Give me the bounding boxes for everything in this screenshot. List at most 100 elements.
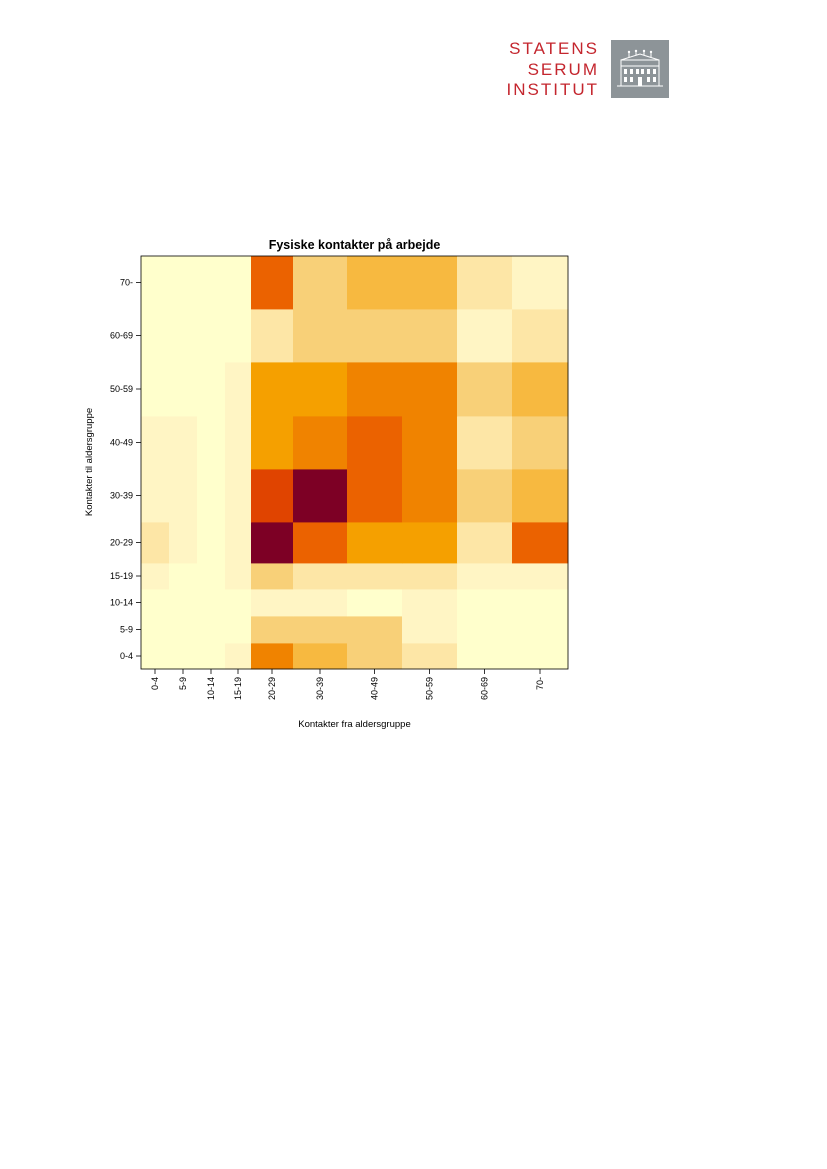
y-axis-label: Kontakter til aldersgruppe <box>84 408 95 516</box>
x-tick-label: 5-9 <box>178 677 188 690</box>
heatmap-cell-15-19-from-50-59 <box>402 563 458 590</box>
heatmap-cell-15-19-from-20-29 <box>251 563 294 590</box>
heatmap-cell-70--from-0-4 <box>141 256 170 310</box>
building-icon <box>611 40 669 98</box>
heatmap-cell-50-59-from-60-69 <box>457 362 513 417</box>
heatmap-cell-30-39-from-50-59 <box>402 469 458 523</box>
y-tick-label: 5-9 <box>120 625 133 635</box>
heatmap-cell-70--from-60-69 <box>457 256 513 310</box>
heatmap-cell-20-29-from-10-14 <box>197 522 226 564</box>
heatmap-cell-20-29-from-5-9 <box>169 522 198 564</box>
heatmap-cell-70--from-70- <box>512 256 569 310</box>
heatmap-cell-50-59-from-50-59 <box>402 362 458 417</box>
heatmap-cell-15-19-from-0-4 <box>141 563 170 590</box>
y-tick-label: 70- <box>120 278 133 288</box>
heatmap-cell-30-39-from-40-49 <box>347 469 403 523</box>
heatmap-cell-0-4-from-40-49 <box>347 643 403 670</box>
heatmap-cell-50-59-from-10-14 <box>197 362 226 417</box>
heatmap-cell-15-19-from-60-69 <box>457 563 513 590</box>
heatmap-cell-30-39-from-20-29 <box>251 469 294 523</box>
y-tick-label: 20-29 <box>110 538 133 548</box>
y-tick-label: 60-69 <box>110 331 133 341</box>
heatmap-cell-5-9-from-40-49 <box>347 616 403 644</box>
heatmap-cell-5-9-from-0-4 <box>141 616 170 644</box>
heatmap-cell-10-14-from-60-69 <box>457 589 513 617</box>
x-tick-label: 60-69 <box>480 677 490 700</box>
heatmap-cells <box>141 256 569 670</box>
heatmap-cell-5-9-from-15-19 <box>225 616 252 644</box>
x-tick-label: 15-19 <box>233 677 243 700</box>
heatmap-cell-40-49-from-10-14 <box>197 416 226 470</box>
heatmap-cell-50-59-from-30-39 <box>293 362 348 417</box>
heatmap-cell-70--from-15-19 <box>225 256 252 310</box>
heatmap-cell-50-59-from-0-4 <box>141 362 170 417</box>
heatmap-cell-60-69-from-30-39 <box>293 309 348 363</box>
y-tick-label: 0-4 <box>120 651 133 661</box>
heatmap-cell-70--from-40-49 <box>347 256 403 310</box>
y-axis: 0-4 5-9 10-14 15-19 20-29 30-39 40-49 50-59 60-6… <box>110 278 141 661</box>
heatmap-cell-50-59-from-15-19 <box>225 362 252 417</box>
heatmap-cell-15-19-from-40-49 <box>347 563 403 590</box>
heatmap-cell-30-39-from-0-4 <box>141 469 170 523</box>
heatmap-cell-40-49-from-15-19 <box>225 416 252 470</box>
y-tick-label: 10-14 <box>110 598 133 608</box>
heatmap-cell-70--from-10-14 <box>197 256 226 310</box>
heatmap-cell-0-4-from-70- <box>512 643 569 670</box>
heatmap-cell-15-19-from-70- <box>512 563 569 590</box>
heatmap-cell-0-4-from-15-19 <box>225 643 252 670</box>
heatmap-cell-50-59-from-5-9 <box>169 362 198 417</box>
x-tick-label: 20-29 <box>267 677 277 700</box>
heatmap-cell-20-29-from-50-59 <box>402 522 458 564</box>
heatmap-cell-5-9-from-10-14 <box>197 616 226 644</box>
heatmap-cell-70--from-50-59 <box>402 256 458 310</box>
heatmap-cell-5-9-from-30-39 <box>293 616 348 644</box>
heatmap-cell-5-9-from-20-29 <box>251 616 294 644</box>
heatmap-cell-20-29-from-40-49 <box>347 522 403 564</box>
heatmap-cell-0-4-from-30-39 <box>293 643 348 670</box>
heatmap-cell-10-14-from-30-39 <box>293 589 348 617</box>
heatmap-cell-10-14-from-50-59 <box>402 589 458 617</box>
heatmap-cell-60-69-from-20-29 <box>251 309 294 363</box>
y-tick-label: 15-19 <box>110 571 133 581</box>
heatmap-cell-70--from-20-29 <box>251 256 294 310</box>
heatmap-cell-60-69-from-10-14 <box>197 309 226 363</box>
heatmap-cell-30-39-from-5-9 <box>169 469 198 523</box>
logo-line-3: INSTITUT <box>506 80 599 99</box>
heatmap-cell-70--from-5-9 <box>169 256 198 310</box>
x-tick-label: 50-59 <box>425 677 435 700</box>
logo-wordmark: STATENS SERUM INSTITUT <box>507 39 600 101</box>
x-tick-label: 30-39 <box>315 677 325 700</box>
heatmap-cell-50-59-from-40-49 <box>347 362 403 417</box>
heatmap-cell-40-49-from-5-9 <box>169 416 198 470</box>
heatmap-cell-15-19-from-30-39 <box>293 563 348 590</box>
heatmap-chart: Fysiske kontakter på arbejde 0-4 5-9 10-14… <box>84 238 569 730</box>
heatmap-cell-0-4-from-50-59 <box>402 643 458 670</box>
heatmap-cell-70--from-30-39 <box>293 256 348 310</box>
x-tick-label: 70- <box>535 677 545 690</box>
heatmap-cell-0-4-from-10-14 <box>197 643 226 670</box>
heatmap-cell-0-4-from-5-9 <box>169 643 198 670</box>
y-tick-label: 40-49 <box>110 438 133 448</box>
heatmap-cell-10-14-from-5-9 <box>169 589 198 617</box>
heatmap-cell-30-39-from-60-69 <box>457 469 513 523</box>
heatmap-cell-15-19-from-10-14 <box>197 563 226 590</box>
x-tick-label: 40-49 <box>370 677 380 700</box>
heatmap-cell-40-49-from-30-39 <box>293 416 348 470</box>
heatmap-cell-20-29-from-0-4 <box>141 522 170 564</box>
x-tick-label: 10-14 <box>206 677 216 700</box>
heatmap-cell-40-49-from-60-69 <box>457 416 513 470</box>
plot-frame <box>140 255 569 670</box>
heatmap-cell-0-4-from-60-69 <box>457 643 513 670</box>
heatmap-cell-20-29-from-15-19 <box>225 522 252 564</box>
logo-line-1: STATENS <box>509 39 599 58</box>
heatmap-cell-60-69-from-50-59 <box>402 309 458 363</box>
heatmap-cell-15-19-from-5-9 <box>169 563 198 590</box>
heatmap-cell-40-49-from-70- <box>512 416 569 470</box>
heatmap-cell-0-4-from-0-4 <box>141 643 170 670</box>
heatmap-cell-15-19-from-15-19 <box>225 563 252 590</box>
heatmap-cell-40-49-from-50-59 <box>402 416 458 470</box>
heatmap-cell-20-29-from-20-29 <box>251 522 294 564</box>
heatmap-cell-5-9-from-60-69 <box>457 616 513 644</box>
heatmap-cell-30-39-from-15-19 <box>225 469 252 523</box>
heatmap-cell-60-69-from-15-19 <box>225 309 252 363</box>
